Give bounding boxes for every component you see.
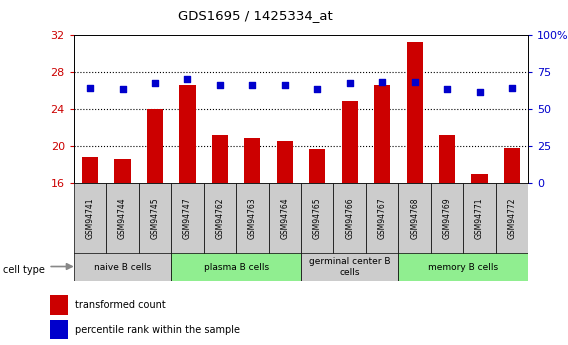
Bar [496, 183, 528, 254]
Bar [439, 135, 455, 183]
Bar [106, 183, 139, 254]
Bar [471, 174, 488, 183]
Bar [74, 253, 171, 281]
Bar [269, 183, 301, 254]
Text: GDS1695 / 1425334_at: GDS1695 / 1425334_at [178, 9, 333, 22]
Point [410, 79, 419, 85]
Point [86, 85, 95, 91]
Bar [431, 183, 463, 254]
Point [248, 82, 257, 88]
Bar [301, 183, 333, 254]
Bar [341, 101, 358, 183]
Text: germinal center B
cells: germinal center B cells [309, 257, 390, 277]
Text: GSM94769: GSM94769 [442, 197, 452, 239]
Bar [333, 183, 366, 254]
Bar [277, 141, 293, 183]
Bar [147, 109, 163, 183]
Bar [309, 149, 325, 183]
Text: GSM94741: GSM94741 [86, 197, 94, 239]
Text: GSM94744: GSM94744 [118, 197, 127, 239]
Bar [171, 183, 204, 254]
Bar [407, 42, 423, 183]
Text: GSM94766: GSM94766 [345, 197, 354, 239]
Point [280, 82, 289, 88]
Text: GSM94763: GSM94763 [248, 197, 257, 239]
Text: naive B cells: naive B cells [94, 263, 151, 272]
Bar [82, 157, 98, 183]
Text: transformed count: transformed count [76, 300, 166, 310]
Point [151, 81, 160, 86]
Point [118, 87, 127, 92]
Bar [301, 253, 398, 281]
Text: GSM94747: GSM94747 [183, 197, 192, 239]
Text: GSM94764: GSM94764 [281, 197, 289, 239]
Point [378, 79, 387, 85]
Text: GSM94767: GSM94767 [378, 197, 387, 239]
Bar [74, 183, 106, 254]
Point [475, 90, 484, 95]
Text: GSM94762: GSM94762 [215, 197, 224, 239]
Bar [463, 183, 496, 254]
Bar [171, 253, 301, 281]
Bar [398, 183, 431, 254]
Text: GSM94765: GSM94765 [313, 197, 321, 239]
Bar [179, 86, 195, 183]
Point [442, 87, 452, 92]
Text: GSM94745: GSM94745 [151, 197, 160, 239]
Bar [212, 135, 228, 183]
Bar [51, 295, 68, 315]
Text: cell type: cell type [3, 265, 45, 275]
Bar [139, 183, 171, 254]
Bar [114, 159, 131, 183]
Text: plasma B cells: plasma B cells [203, 263, 269, 272]
Point [215, 82, 224, 88]
Text: percentile rank within the sample: percentile rank within the sample [76, 325, 240, 335]
Point [345, 81, 354, 86]
Bar [244, 138, 261, 183]
Bar [398, 253, 528, 281]
Point [313, 87, 322, 92]
Bar [204, 183, 236, 254]
Point [183, 76, 192, 82]
Bar [504, 148, 520, 183]
Bar [51, 320, 68, 339]
Text: GSM94768: GSM94768 [410, 197, 419, 239]
Point [507, 85, 516, 91]
Bar [236, 183, 269, 254]
Text: memory B cells: memory B cells [428, 263, 498, 272]
Bar [374, 85, 390, 183]
Text: GSM94771: GSM94771 [475, 197, 484, 239]
Bar [366, 183, 398, 254]
Text: GSM94772: GSM94772 [508, 197, 516, 239]
